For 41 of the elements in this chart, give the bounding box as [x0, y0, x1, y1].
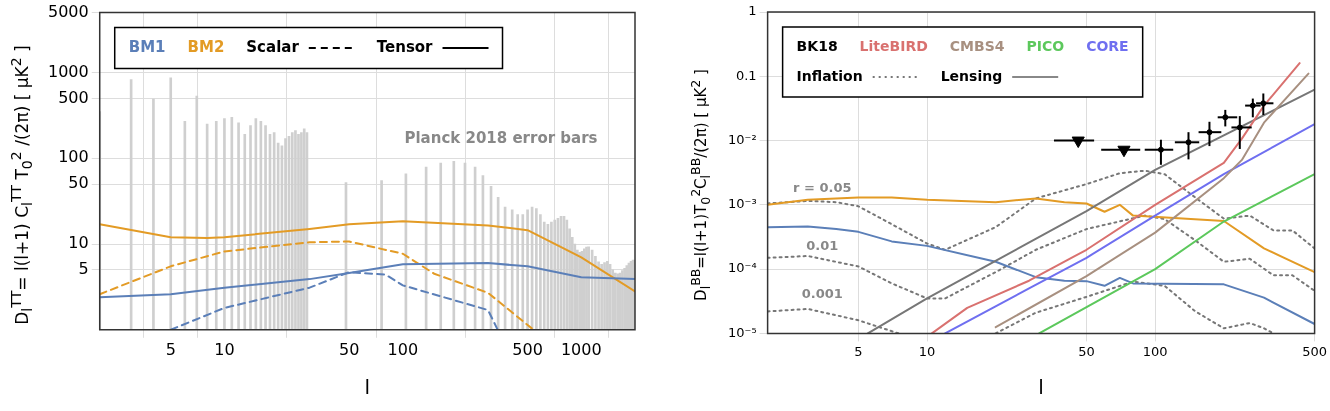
annotation: Planck 2018 error bars — [404, 129, 598, 148]
x-tick-label: 50 — [1078, 343, 1095, 359]
text: CMBS4 — [949, 37, 1005, 54]
y-tick-label: 10 — [68, 233, 89, 253]
y-tick-label: 10⁻⁴ — [727, 260, 757, 276]
y-tick-label: 50 — [68, 173, 89, 193]
text: LiteBIRD — [859, 37, 928, 54]
y-tick-label: 1000 — [48, 61, 89, 81]
x-tick-label: 10 — [918, 343, 936, 359]
y-tick-label: 100 — [58, 147, 89, 167]
y-tick-label: 5000 — [48, 1, 89, 21]
legend-label: Lensing — [940, 67, 1003, 84]
x-tick-label: 1000 — [560, 339, 602, 359]
legend-label: Scalar — [246, 37, 300, 56]
x-tick-label: 100 — [1142, 343, 1168, 359]
y-tick-label: 0.1 — [735, 67, 757, 83]
x-tick-label: 500 — [512, 339, 543, 359]
annotation: r = 0.05 — [793, 180, 852, 196]
y-tick-label: 10⁻⁵ — [727, 324, 757, 340]
annotation: 0.001 — [801, 286, 843, 302]
text: BK18 — [796, 37, 838, 54]
text: CORE — [1086, 37, 1129, 54]
x-tick-label: 5 — [854, 343, 863, 359]
y-tick-label: 5 — [78, 259, 89, 279]
y-tick-label: 1 — [748, 3, 757, 19]
x-tick-label: 10 — [214, 339, 235, 359]
text: PICO — [1026, 37, 1065, 54]
x-axis-title: l — [364, 375, 371, 400]
x-tick-label: 50 — [338, 339, 360, 359]
x-tick-label: 5 — [165, 339, 176, 359]
x-axis-title: l — [1038, 375, 1044, 400]
x-tick-label: 100 — [387, 339, 419, 359]
legend-label: Inflation — [796, 67, 863, 84]
y-tick-label: 10⁻³ — [727, 196, 757, 212]
text: BM2 — [187, 37, 225, 56]
x-tick-label: 500 — [1302, 343, 1328, 359]
annotation: 0.01 — [806, 238, 839, 253]
legend-label: Tensor — [376, 37, 434, 56]
y-tick-label: 10⁻² — [727, 131, 757, 147]
y-tick-label: 500 — [58, 87, 89, 107]
text: BM1 — [128, 37, 166, 56]
